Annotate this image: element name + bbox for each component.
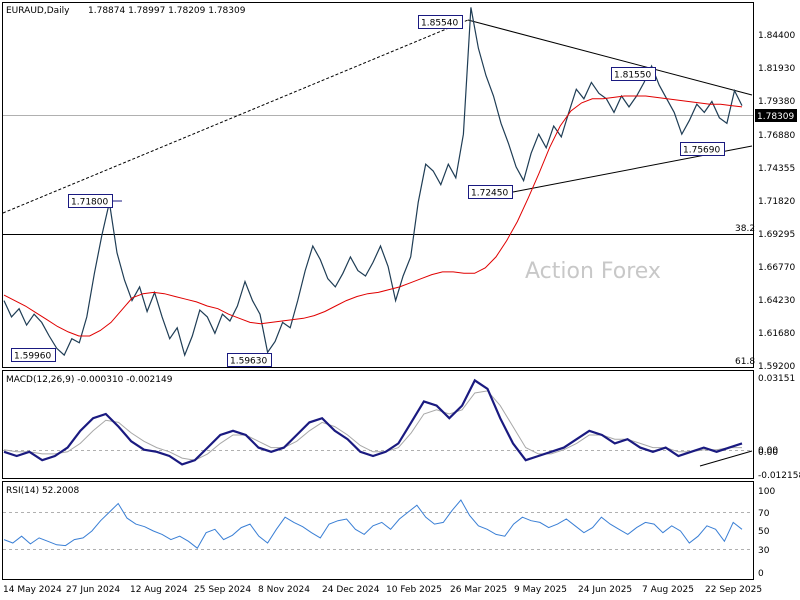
- svg-text:24 Dec 2024: 24 Dec 2024: [322, 585, 380, 595]
- annotation-1-85540: 1.85540: [418, 15, 463, 29]
- fib-61-label: 61.8: [735, 357, 755, 367]
- svg-text:25 Sep 2024: 25 Sep 2024: [194, 585, 251, 595]
- rsi-line: [3, 499, 743, 549]
- current-price-box: 1.78309: [755, 109, 797, 122]
- svg-text:26 Mar 2025: 26 Mar 2025: [450, 585, 507, 595]
- fib-38-label: 38.2: [735, 224, 755, 234]
- svg-text:1.74355: 1.74355: [758, 164, 795, 174]
- svg-text:10 Feb 2025: 10 Feb 2025: [386, 585, 442, 595]
- annotation-1-71800: 1.71800: [68, 194, 122, 208]
- price-series-line: [3, 7, 743, 357]
- svg-text:1.84400: 1.84400: [758, 31, 795, 41]
- svg-text:24 Jun 2025: 24 Jun 2025: [578, 585, 632, 595]
- svg-text:1.59630: 1.59630: [230, 357, 267, 367]
- rsi-panel-frame: [2, 481, 754, 580]
- svg-text:1.76880: 1.76880: [758, 131, 795, 141]
- rsi-axis: 100 70 50 30 0: [758, 487, 775, 579]
- macd-axis: 0.03151 0.00 0.00 -0.012158: [758, 374, 800, 481]
- macd-line: [3, 378, 743, 466]
- annotation-1-59960: 1.59960: [11, 348, 56, 362]
- svg-text:50: 50: [758, 527, 770, 537]
- ohlc-label: 1.78874 1.78997 1.78209 1.78309: [88, 6, 246, 16]
- svg-text:1.75690: 1.75690: [683, 146, 720, 156]
- svg-text:1.79380: 1.79380: [758, 97, 795, 107]
- svg-text:0: 0: [758, 569, 764, 579]
- svg-text:1.78309: 1.78309: [757, 112, 794, 122]
- rsi-label: RSI(14) 52.2008: [6, 486, 79, 496]
- price-panel-frame: [2, 2, 754, 368]
- macd-trendline: [699, 450, 753, 467]
- svg-text:0.00: 0.00: [758, 446, 778, 456]
- svg-text:8 Nov 2024: 8 Nov 2024: [258, 585, 310, 595]
- price-axis: 1.84400 1.81930 1.79380 1.76880 1.74355 …: [758, 31, 795, 372]
- macd-panel-frame: [2, 370, 754, 479]
- svg-text:0.03151: 0.03151: [758, 374, 795, 384]
- macd-label: MACD(12,26,9) -0.000310 -0.002149: [6, 375, 173, 385]
- svg-text:1.85540: 1.85540: [421, 19, 458, 29]
- svg-text:1.72450: 1.72450: [471, 189, 508, 199]
- long-term-dotted-trendline: [2, 19, 469, 214]
- triangle-upper-trendline: [467, 19, 753, 96]
- svg-text:9 May 2025: 9 May 2025: [514, 585, 567, 595]
- svg-text:30: 30: [758, 546, 770, 556]
- svg-text:100: 100: [758, 487, 775, 497]
- svg-text:1.59960: 1.59960: [14, 352, 51, 362]
- time-axis: 14 May 2024 27 Jun 2024 12 Aug 2024 25 S…: [3, 585, 762, 595]
- moving-average-line: [3, 95, 743, 337]
- svg-text:27 Jun 2024: 27 Jun 2024: [66, 585, 120, 595]
- annotation-1-81550: 1.81550: [611, 67, 656, 81]
- svg-text:1.59200: 1.59200: [758, 362, 795, 372]
- svg-text:1.69295: 1.69295: [758, 230, 795, 240]
- svg-text:14 May 2024: 14 May 2024: [3, 585, 62, 595]
- svg-text:70: 70: [758, 509, 770, 519]
- annotation-1-59630: 1.59630: [227, 353, 272, 367]
- svg-text:1.81550: 1.81550: [614, 71, 651, 81]
- macd-signal-line: [3, 390, 742, 461]
- watermark: Action Forex: [525, 259, 661, 284]
- svg-text:1.71820: 1.71820: [758, 197, 795, 207]
- svg-text:1.81930: 1.81930: [758, 64, 795, 74]
- svg-text:1.66770: 1.66770: [758, 263, 795, 273]
- symbol-label: EURAUD,Daily: [6, 6, 70, 16]
- svg-text:-0.012158: -0.012158: [758, 471, 800, 481]
- svg-text:1.64230: 1.64230: [758, 296, 795, 306]
- svg-text:1.71800: 1.71800: [71, 198, 108, 208]
- annotation-1-75690: 1.75690: [680, 142, 725, 156]
- svg-text:7 Aug 2025: 7 Aug 2025: [642, 585, 694, 595]
- svg-text:1.61680: 1.61680: [758, 329, 795, 339]
- svg-text:0.00: 0.00: [758, 448, 778, 458]
- svg-text:22 Sep 2025: 22 Sep 2025: [705, 585, 762, 595]
- svg-text:12 Aug 2024: 12 Aug 2024: [130, 585, 188, 595]
- annotation-1-72450: 1.72450: [468, 185, 513, 199]
